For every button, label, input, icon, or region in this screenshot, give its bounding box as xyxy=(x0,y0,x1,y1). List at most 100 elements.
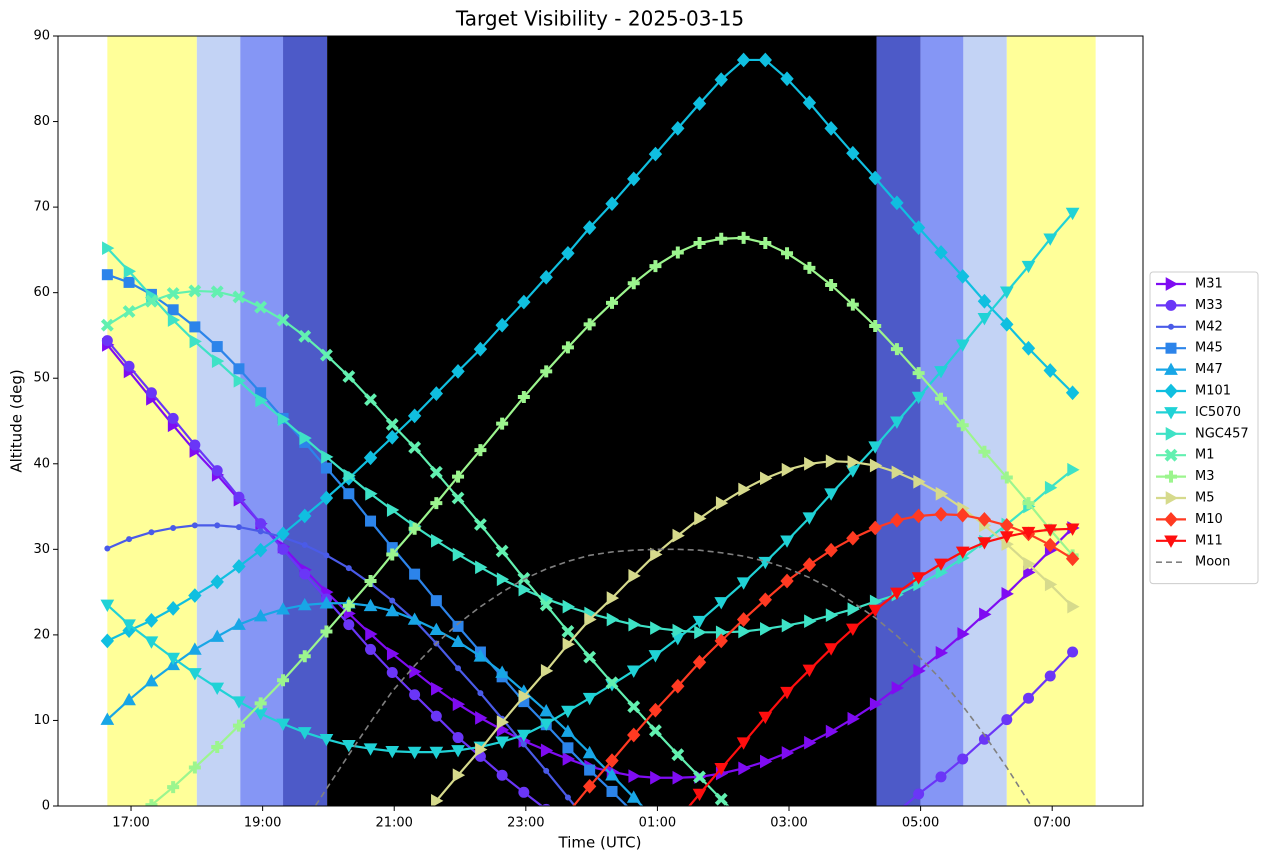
marker xyxy=(188,284,202,298)
marker xyxy=(672,528,685,543)
marker xyxy=(979,607,992,622)
marker xyxy=(386,503,400,517)
marker xyxy=(671,678,685,694)
marker xyxy=(1164,448,1178,462)
marker xyxy=(892,807,902,817)
marker xyxy=(999,286,1014,299)
marker xyxy=(935,392,948,405)
marker xyxy=(802,664,817,677)
marker xyxy=(320,625,333,638)
marker xyxy=(451,364,465,379)
marker xyxy=(582,220,597,235)
marker xyxy=(253,609,268,622)
marker xyxy=(714,763,729,776)
marker xyxy=(911,508,926,524)
marker xyxy=(123,360,135,372)
marker xyxy=(846,530,860,546)
marker xyxy=(824,488,838,501)
marker xyxy=(1067,599,1080,614)
marker xyxy=(233,363,245,375)
marker xyxy=(626,665,641,678)
marker xyxy=(123,276,135,288)
marker xyxy=(1164,535,1178,548)
y-tick-label: 90 xyxy=(33,29,50,44)
y-tick-label: 20 xyxy=(33,627,50,642)
marker xyxy=(255,518,267,530)
marker xyxy=(759,237,772,250)
marker xyxy=(825,278,838,291)
marker xyxy=(692,788,707,802)
x-tick-label: 01:00 xyxy=(639,816,676,831)
marker xyxy=(1044,577,1058,592)
marker xyxy=(126,536,133,543)
marker xyxy=(955,546,970,559)
marker xyxy=(233,373,246,388)
marker xyxy=(736,737,751,750)
marker xyxy=(715,232,728,245)
marker xyxy=(495,665,509,678)
marker xyxy=(760,622,773,636)
marker xyxy=(539,269,553,285)
marker xyxy=(495,317,509,333)
marker xyxy=(804,456,817,471)
marker xyxy=(1023,692,1035,704)
marker xyxy=(1000,471,1013,484)
marker xyxy=(606,785,618,797)
marker xyxy=(189,321,201,333)
marker xyxy=(868,604,883,618)
marker xyxy=(977,537,992,550)
twilight-band xyxy=(240,36,284,806)
marker xyxy=(847,711,860,726)
marker xyxy=(802,95,817,111)
marker xyxy=(520,741,527,748)
marker xyxy=(890,343,903,356)
marker xyxy=(736,577,751,590)
marker xyxy=(100,318,114,332)
marker xyxy=(455,665,462,672)
marker xyxy=(1065,385,1080,401)
marker xyxy=(254,697,267,710)
marker xyxy=(934,506,948,522)
marker xyxy=(430,595,442,607)
marker xyxy=(429,746,444,760)
marker xyxy=(606,612,620,627)
marker xyxy=(144,613,159,628)
marker xyxy=(758,52,772,68)
marker xyxy=(210,285,224,299)
marker xyxy=(496,715,510,730)
marker xyxy=(911,220,926,235)
marker xyxy=(188,761,201,774)
marker xyxy=(320,462,332,474)
marker xyxy=(232,559,246,574)
marker xyxy=(232,696,246,709)
marker xyxy=(606,296,619,309)
marker xyxy=(257,528,264,535)
marker xyxy=(298,329,312,343)
marker xyxy=(1165,342,1177,354)
legend-label: M5 xyxy=(1195,491,1215,506)
marker xyxy=(738,761,751,776)
marker xyxy=(869,320,882,333)
marker xyxy=(890,195,904,211)
marker xyxy=(649,260,662,273)
marker xyxy=(739,816,749,826)
legend-label: Moon xyxy=(1195,555,1230,570)
marker xyxy=(166,287,180,300)
marker xyxy=(648,650,663,663)
marker xyxy=(978,445,991,458)
marker xyxy=(473,341,488,357)
y-tick-label: 30 xyxy=(33,542,50,557)
marker xyxy=(297,727,312,740)
marker xyxy=(1001,586,1014,601)
marker xyxy=(540,743,554,758)
marker xyxy=(518,582,531,597)
marker xyxy=(365,643,377,655)
y-axis-label: Altitude (deg) xyxy=(8,369,26,472)
marker xyxy=(145,799,158,806)
marker xyxy=(211,354,225,368)
marker xyxy=(320,348,333,362)
marker xyxy=(452,697,466,712)
marker xyxy=(429,465,443,479)
marker xyxy=(407,408,422,424)
marker xyxy=(825,724,839,739)
